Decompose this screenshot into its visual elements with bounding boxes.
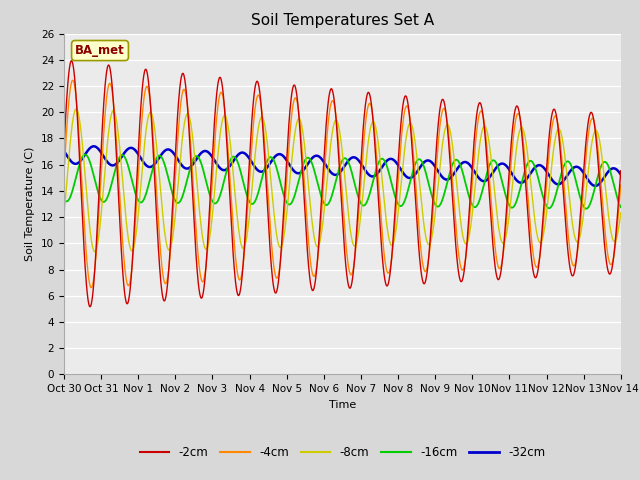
X-axis label: Time: Time — [329, 400, 356, 409]
Title: Soil Temperatures Set A: Soil Temperatures Set A — [251, 13, 434, 28]
Text: BA_met: BA_met — [75, 44, 125, 57]
Y-axis label: Soil Temperature (C): Soil Temperature (C) — [26, 147, 35, 261]
Legend: -2cm, -4cm, -8cm, -16cm, -32cm: -2cm, -4cm, -8cm, -16cm, -32cm — [135, 442, 550, 464]
